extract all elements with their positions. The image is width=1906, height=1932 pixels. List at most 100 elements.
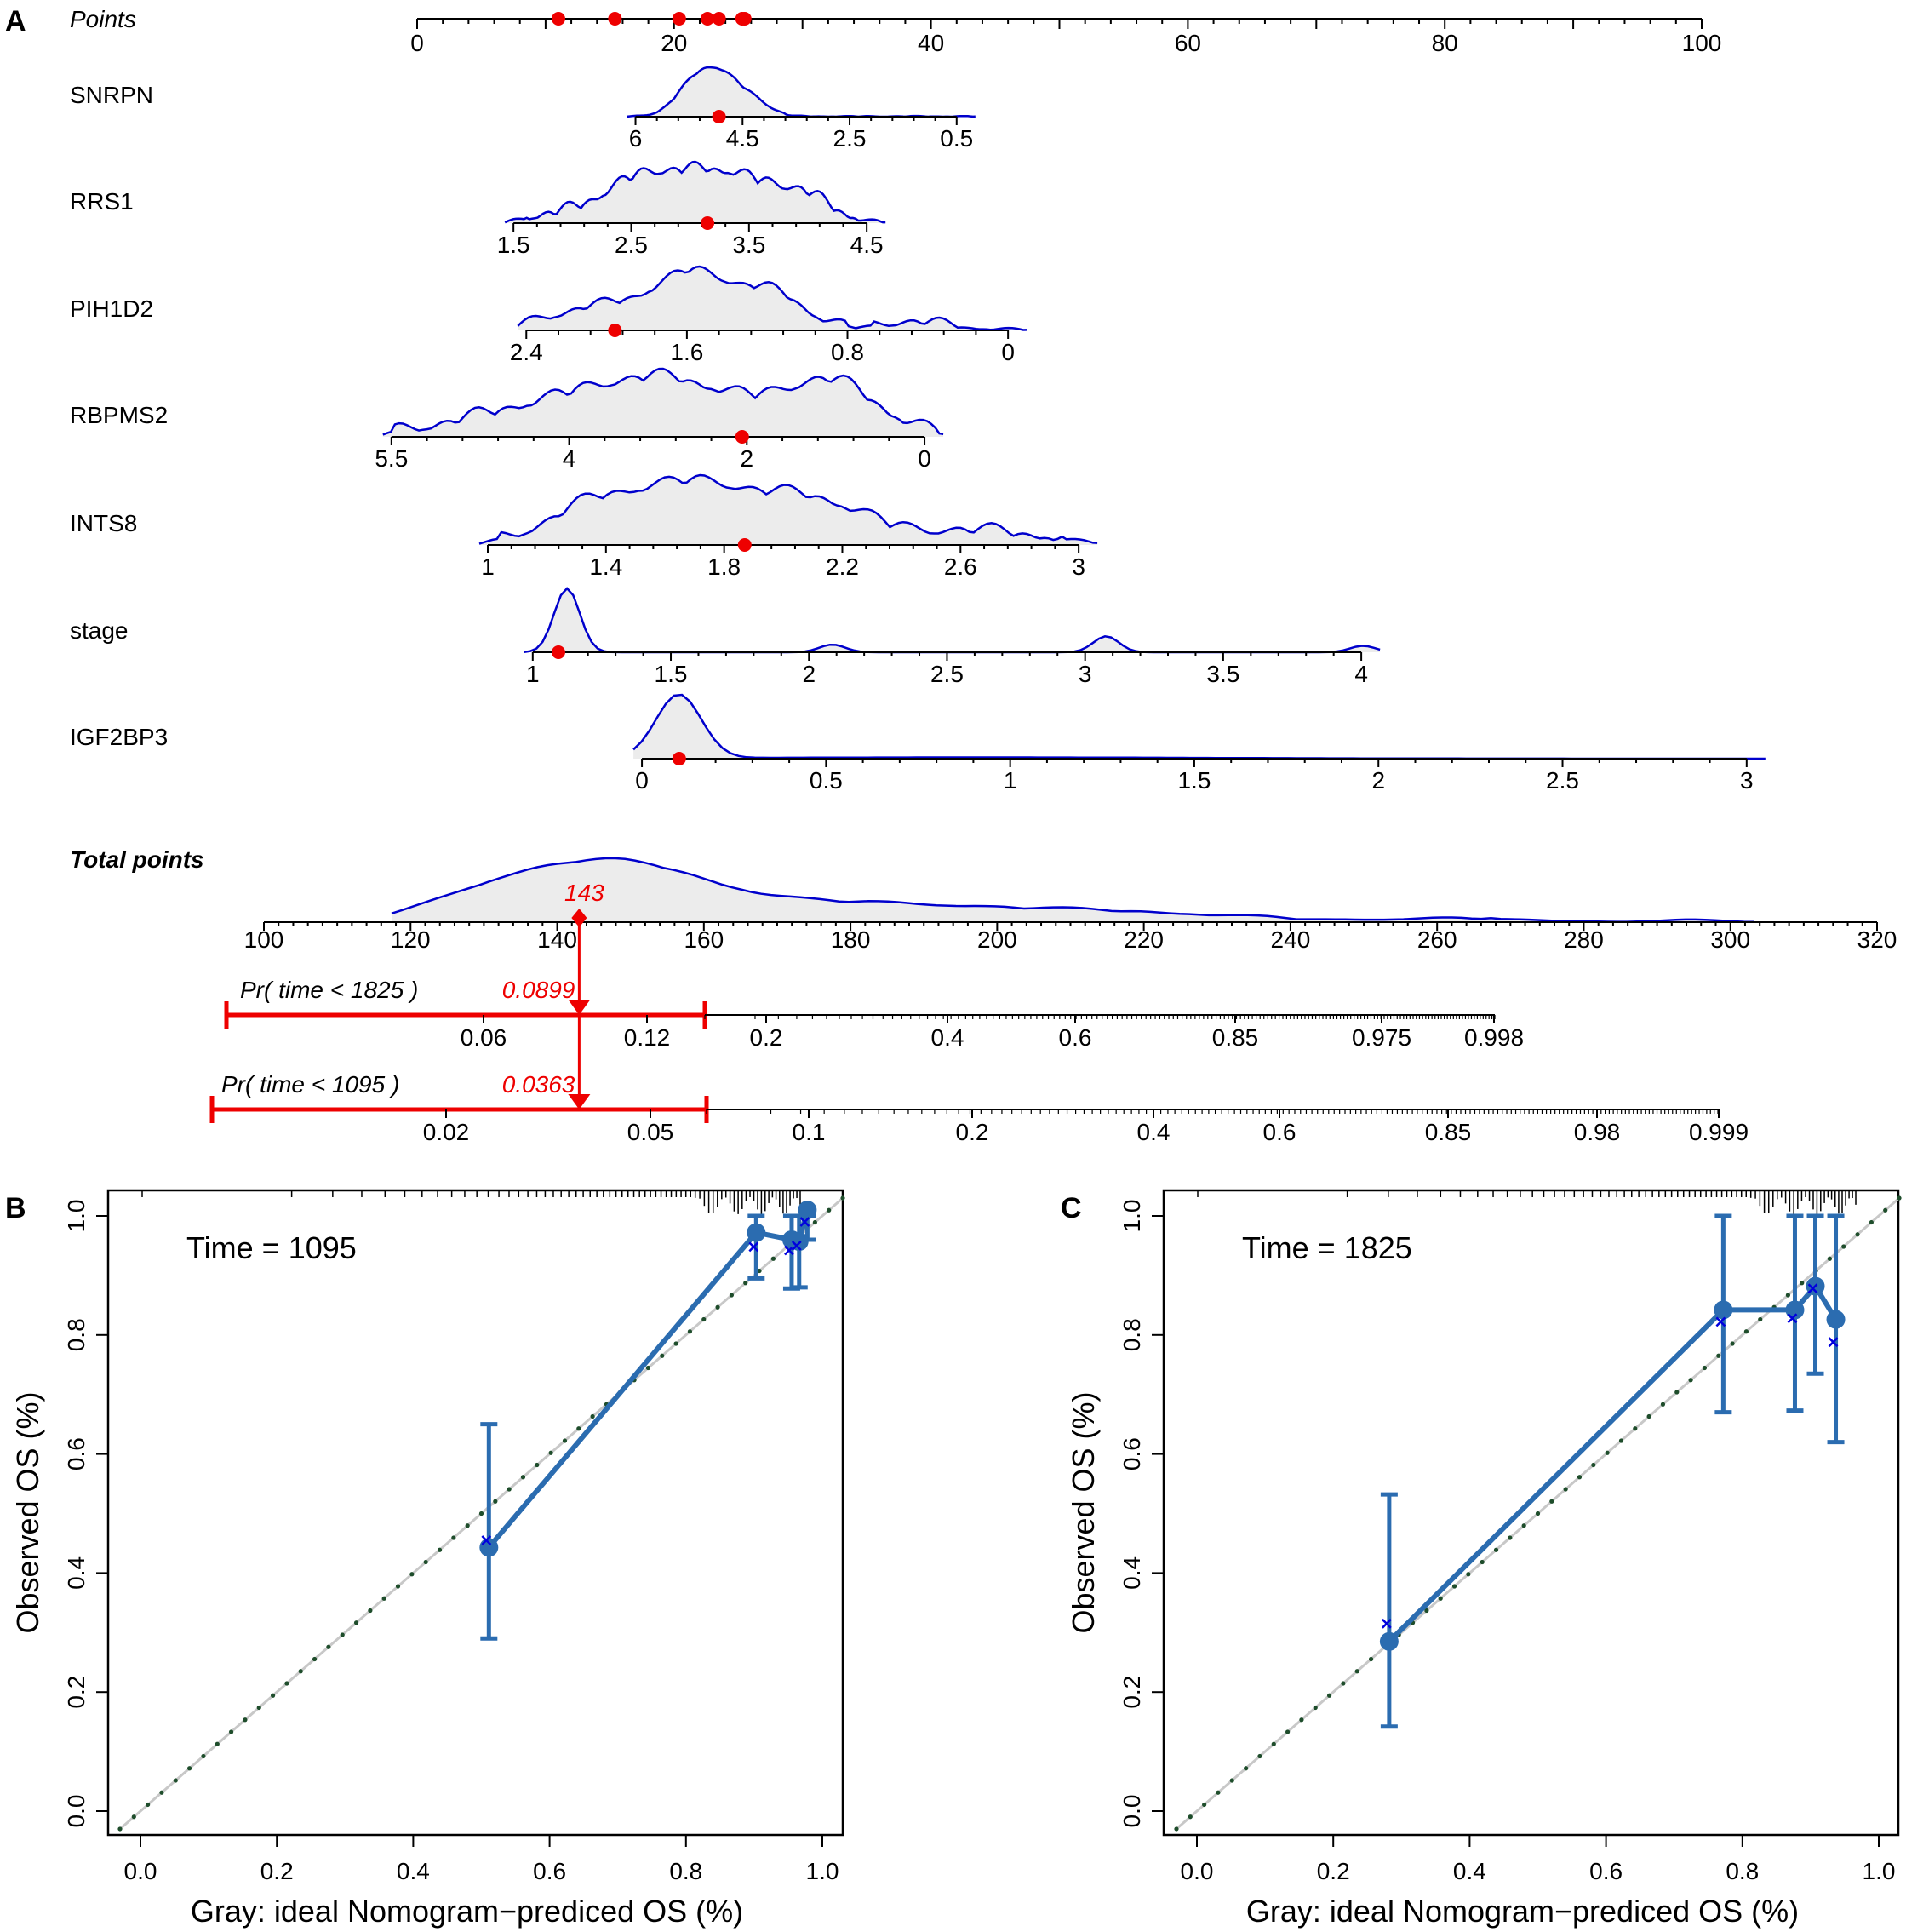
variable-row-rbpms2: RBPMS2 5.5 4 2 0: [70, 367, 944, 472]
variable-tick-label: 4.5: [850, 232, 884, 258]
y-axis-tick-label: 0.6: [63, 1437, 89, 1470]
ideal-dot: [1563, 1487, 1568, 1492]
ideal-dot: [312, 1656, 318, 1662]
ideal-dot: [381, 1596, 386, 1601]
ideal-dot: [1591, 1462, 1596, 1468]
ideal-dot: [368, 1608, 373, 1614]
time-annotation: Time = 1095: [186, 1230, 357, 1265]
ideal-dot: [1202, 1802, 1207, 1808]
variable-density-fill: [505, 162, 886, 223]
points-axis-tick-label: 80: [1432, 30, 1458, 56]
variable-density-fill: [518, 267, 1027, 330]
probability-tick-label: 0.05: [627, 1119, 674, 1145]
ideal-dot: [590, 1413, 595, 1419]
calibration-point: [789, 1232, 809, 1252]
variable-tick-label: 2: [1371, 767, 1385, 794]
variable-label: PIH1D2: [70, 295, 153, 322]
ideal-dot: [1841, 1244, 1846, 1249]
variable-tick-label: 2.6: [944, 553, 977, 580]
points-axis-tick-label: 60: [1175, 30, 1201, 56]
ideal-dot: [1493, 1547, 1499, 1552]
variable-tick-label: 3.5: [732, 232, 765, 258]
total-points-tick-label: 160: [684, 926, 724, 953]
total-points-tick-label: 100: [244, 926, 284, 953]
probability-tick-label: 0.6: [1263, 1119, 1296, 1145]
y-axis-tick-label: 0.0: [1119, 1795, 1145, 1828]
bias-corrected-cross: [1828, 1337, 1839, 1348]
probability-row-1: Pr( time < 1825 ) 0.06 0.12 0.2 0.4 0.6 0.85 0.…: [224, 977, 1524, 1051]
variable-tick-label: 3: [1072, 553, 1085, 580]
probability-tick-label: 0.6: [1059, 1024, 1092, 1051]
ideal-dot: [228, 1729, 234, 1734]
bias-corrected-cross: [748, 1241, 759, 1253]
ideal-dot: [1229, 1778, 1234, 1783]
plot-frame: [1162, 1189, 1900, 1837]
ideal-dot: [1688, 1378, 1693, 1383]
variable-tick-label: 0.8: [831, 339, 864, 365]
variable-density-curve: [517, 265, 1027, 331]
ideal-dot: [687, 1329, 693, 1334]
ideal-dot: [187, 1766, 192, 1771]
probability-label: Pr( time < 1095 ): [221, 1071, 399, 1098]
variable-tick-label: 2.5: [615, 232, 648, 258]
y-axis-label: Observed OS (%): [10, 1391, 45, 1633]
total-points-tick-label: 260: [1417, 926, 1457, 953]
ideal-dot: [243, 1717, 248, 1723]
ideal-dot: [131, 1814, 136, 1820]
x-axis-tick-label: 1.0: [806, 1858, 839, 1884]
variable-tick-label: 4: [1354, 661, 1368, 687]
calibration-point: [1714, 1300, 1733, 1320]
ideal-dot: [1535, 1511, 1541, 1516]
bias-corrected-cross: [1381, 1618, 1392, 1629]
panel-label-b: B: [5, 1192, 26, 1224]
ideal-dot: [1313, 1705, 1318, 1711]
variable-label: RRS1: [70, 188, 134, 215]
ideal-dot: [1743, 1329, 1749, 1334]
total-points-density-fill: [392, 858, 1754, 922]
ideal-dot: [1660, 1402, 1666, 1407]
total-points-tick-label: 120: [391, 926, 431, 953]
probability-tick-label: 0.98: [1574, 1119, 1621, 1145]
variable-density-curve: [504, 160, 886, 224]
variable-tick-label: 0: [1001, 339, 1015, 365]
variable-tick-label: 3: [1740, 767, 1754, 794]
ideal-dot: [353, 1620, 359, 1625]
ideal-dot: [673, 1341, 678, 1346]
variable-tick-label: 1.5: [497, 232, 530, 258]
ideal-dot: [340, 1632, 345, 1637]
x-axis-tick-label: 0.6: [533, 1858, 566, 1884]
calibration-panel-c: 0.0 0.2 0.4 0.6 0.8 1.0 0.0 0.2 0.4 0.6 0.8 1.0 Gray…: [1066, 1189, 1902, 1929]
total-points-tick-label: 280: [1564, 926, 1604, 953]
total-points-tick-label: 320: [1857, 926, 1897, 953]
variable-tick-label: 4.5: [726, 125, 759, 152]
calibration-point: [1826, 1310, 1846, 1329]
total-points-label: Total points: [70, 846, 204, 873]
variable-tick-label: 1.5: [655, 661, 688, 687]
total-points-density-curve: [391, 857, 1754, 923]
bias-corrected-cross: [791, 1241, 802, 1251]
ideal-dot: [1285, 1729, 1291, 1734]
points-axis-tick-label: 40: [918, 30, 944, 56]
probability-tick-label: 0.12: [624, 1024, 671, 1051]
ideal-dot: [701, 1316, 707, 1322]
ideal-dot: [423, 1559, 428, 1565]
y-axis-tick-label: 0.2: [1119, 1676, 1145, 1709]
probability-label: Pr( time < 1825 ): [240, 977, 418, 1003]
probability-value-label: 0.0899: [502, 977, 575, 1003]
variable-tick-label: 2.2: [826, 553, 859, 580]
variable-tick-label: 1: [1004, 767, 1017, 794]
ideal-dot: [548, 1450, 553, 1455]
x-axis-tick-label: 0.0: [1181, 1858, 1214, 1884]
ideal-dot: [1674, 1390, 1680, 1395]
x-axis-tick-label: 0.4: [1453, 1858, 1486, 1884]
variable-marker: [737, 538, 752, 552]
ideal-dot: [409, 1572, 415, 1577]
ideal-dot: [478, 1511, 484, 1516]
x-axis-tick-label: 0.8: [669, 1858, 702, 1884]
variable-marker: [735, 430, 749, 444]
ideal-dot: [298, 1669, 303, 1674]
calibration-point: [1785, 1300, 1805, 1320]
plot-frame: [106, 1189, 844, 1837]
points-marker: [701, 12, 715, 26]
